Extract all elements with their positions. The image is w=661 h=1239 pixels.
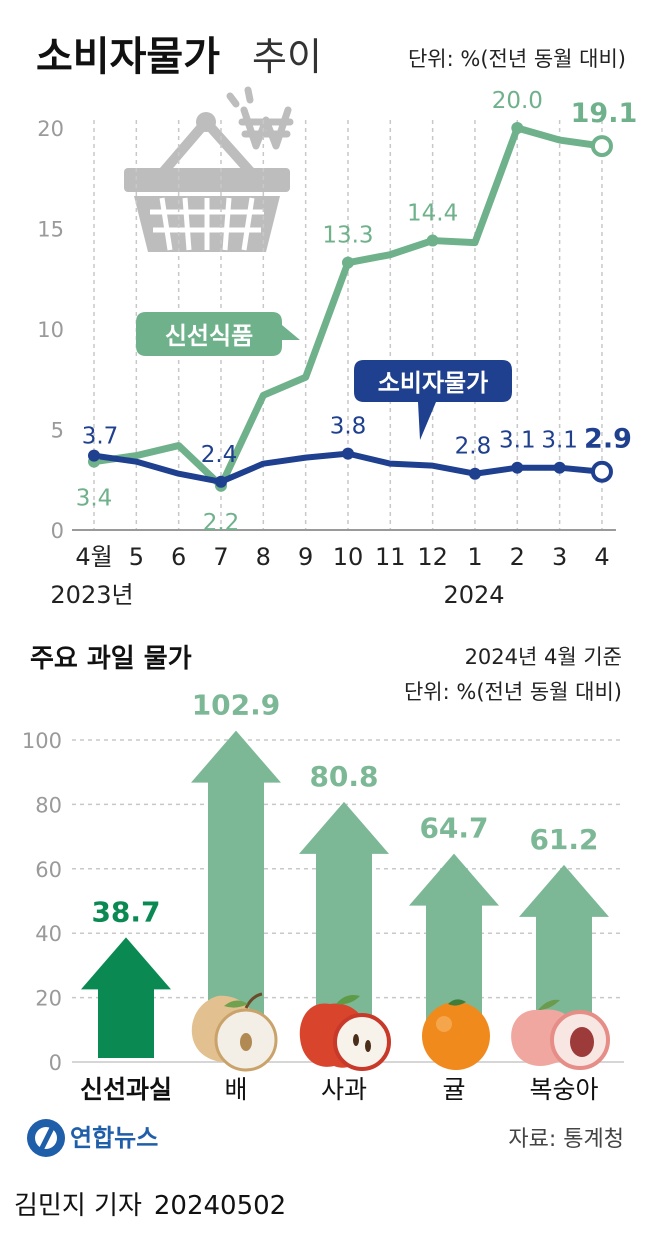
- cpi-point: [511, 461, 524, 474]
- fresh-food-data-label: 14.4: [407, 201, 458, 227]
- fresh-food-data-label: 20.0: [492, 88, 543, 114]
- yonhap-logo-icon: [27, 1119, 65, 1157]
- bar-value-label: 80.8: [309, 760, 378, 793]
- bar-arrow-1: [191, 730, 281, 1030]
- cpi-data-label: 3.1: [499, 428, 536, 454]
- line-chart-y-ticks: 0 5 10 15 20: [37, 117, 64, 543]
- bar-chart-basis: 2024년 4월 기준: [465, 645, 622, 669]
- yonhap-logo-text: 연합뉴스: [70, 1124, 158, 1152]
- line-chart-y-tick-label: 10: [37, 318, 64, 342]
- legend-fresh-food-label: 신선식품: [165, 322, 253, 350]
- bar-chart-y-tick-label: 80: [35, 793, 62, 817]
- bar-chart-category-labels: 신선과실 배 사과 귤 복숭아: [80, 1075, 599, 1104]
- cpi-data-label: 2.9: [584, 424, 632, 455]
- bar-chart-y-tick-label: 40: [35, 922, 62, 946]
- line-chart-y-tick-label: 0: [51, 519, 64, 543]
- line-chart-y-tick-label: 5: [51, 419, 64, 443]
- fresh-food-data-label: 19.1: [571, 98, 638, 129]
- bar-arrow-3: [409, 853, 499, 1030]
- line-chart-title-suffix: 추이: [252, 35, 322, 79]
- line-chart-y-tick-label: 15: [37, 218, 64, 242]
- bar-chart-value-labels: 38.7 102.9 80.8 64.7 61.2: [91, 689, 598, 929]
- cpi-point: [590, 460, 613, 483]
- cpi-data-label: 3.8: [330, 414, 367, 440]
- fresh-food-point: [590, 135, 613, 158]
- bar-chart-unit: 단위: %(전년 동월 대비): [404, 680, 622, 704]
- bar-arrow-0: [81, 937, 171, 1058]
- bar-chart-y-ticks: 0 20 40 60 80 100: [22, 729, 62, 1075]
- bar-chart-y-tick-label: 60: [35, 858, 62, 882]
- legend-cpi: 소비자물가: [354, 360, 512, 440]
- fresh-food-data-label: 13.3: [322, 223, 373, 249]
- bar-category-label: 배: [224, 1075, 247, 1104]
- line-chart-x-tick-label: 1: [467, 543, 482, 571]
- line-chart-x-tick-label: 2: [510, 543, 525, 571]
- line-chart-x-tick-label: 3: [552, 543, 567, 571]
- line-chart-x-tick-label: 12: [417, 543, 448, 571]
- reporter-name: 김민지 기자: [14, 1191, 142, 1221]
- bar-category-label: 신선과실: [80, 1075, 172, 1104]
- bar-chart-y-tick-label: 20: [35, 987, 62, 1011]
- line-chart-x-tick-label: 11: [375, 543, 406, 571]
- line-chart-x-tick-label: 8: [256, 543, 271, 571]
- bar-value-label: 61.2: [529, 823, 598, 856]
- cpi-point: [214, 475, 227, 488]
- bar-value-label: 38.7: [91, 895, 160, 928]
- line-chart-x-tick-label: 4월: [75, 543, 112, 571]
- shopping-basket-icon: [124, 112, 290, 252]
- x-year-label-2023: 2023년: [50, 581, 133, 609]
- fresh-food-point: [426, 234, 439, 247]
- line-chart-unit: 단위: %(전년 동월 대비): [408, 47, 626, 71]
- cpi-data-label: 2.8: [455, 434, 492, 460]
- fresh-food-data-label: 3.4: [76, 486, 113, 512]
- cpi-point: [88, 449, 100, 462]
- bar-chart-y-tick-label: 100: [22, 729, 62, 753]
- cpi-data-label: 2.4: [201, 442, 238, 468]
- bar-value-label: 64.7: [419, 812, 488, 845]
- bar-category-label: 귤: [442, 1075, 465, 1104]
- bar-category-label: 복숭아: [529, 1075, 598, 1104]
- line-chart-x-ticks: 4월 5 6 7 8 9 10 11 12 1 2 3 4: [75, 543, 609, 571]
- x-year-label-2024: 2024: [443, 581, 504, 609]
- legend-cpi-label: 소비자물가: [378, 369, 488, 397]
- cpi-point: [468, 467, 481, 480]
- legend-fresh-food: 신선식품: [136, 312, 300, 356]
- cpi-data-label: 3.7: [82, 424, 119, 450]
- cpi-point: [553, 461, 566, 474]
- cpi-data-label: 3.1: [541, 428, 578, 454]
- publish-date: 20240502: [153, 1191, 287, 1221]
- line-chart-x-tick-label: 4: [594, 543, 609, 571]
- bar-chart-title: 주요 과일 물가: [30, 644, 192, 674]
- tangerine-icon: [422, 999, 490, 1070]
- bar-chart-y-tick-label: 0: [49, 1051, 62, 1075]
- line-chart-data-labels: 3.4 2.2 13.3 14.4 20.0 19.1 3.7 2.4 3.8 2.8 3.1 3.1…: [76, 88, 638, 536]
- footer-bar: [0, 1172, 661, 1239]
- line-chart-title: 소비자물가: [36, 34, 220, 80]
- bar-category-label: 사과: [321, 1075, 367, 1104]
- reporter-credit: 김민지 기자 20240502: [14, 1185, 286, 1222]
- apple-icon: [299, 995, 391, 1071]
- line-chart-grid: [72, 120, 616, 531]
- peach-icon: [511, 999, 610, 1070]
- line-chart-x-tick-label: 6: [171, 543, 186, 571]
- line-chart-x-tick-label: 10: [333, 543, 364, 571]
- bar-chart-bars: [81, 730, 609, 1058]
- cpi-point: [341, 447, 354, 460]
- won-sign-icon: [226, 86, 294, 150]
- line-chart-series: [88, 122, 613, 492]
- line-chart-x-tick-label: 7: [213, 543, 228, 571]
- bar-arrow-4: [519, 864, 609, 1030]
- line-chart-x-tick-label: 5: [129, 543, 144, 571]
- fresh-food-data-label: 2.2: [203, 510, 240, 536]
- pear-icon: [191, 992, 278, 1072]
- line-chart-x-tick-label: 9: [298, 543, 313, 571]
- source-label: 자료: 통계청: [508, 1127, 624, 1152]
- line-chart-y-tick-label: 20: [37, 117, 64, 141]
- fresh-food-point: [511, 122, 524, 134]
- bar-value-label: 102.9: [192, 689, 281, 722]
- fresh-food-point: [341, 256, 354, 269]
- bar-arrow-2: [299, 801, 389, 1030]
